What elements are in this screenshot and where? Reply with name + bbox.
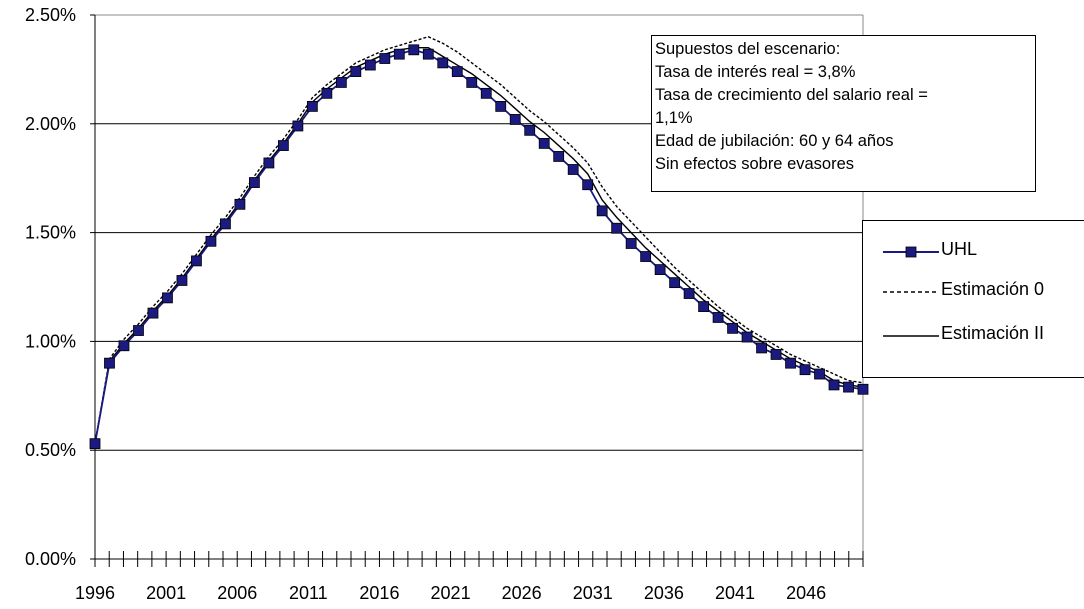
scenario-assumptions-box: Supuestos del escenario: Tasa de interés… xyxy=(651,35,1036,192)
data-point-marker xyxy=(393,48,405,60)
data-point-marker xyxy=(625,238,637,249)
annotation-line: Supuestos del escenario: xyxy=(655,40,841,58)
x-tick-label: 2026 xyxy=(502,583,542,603)
legend-item-uhl: UHL xyxy=(863,236,1084,266)
data-point-marker xyxy=(654,264,666,275)
data-point-marker xyxy=(335,77,347,88)
data-point-marker xyxy=(828,379,840,391)
legend-label: Estimación II xyxy=(941,323,1045,343)
data-point-marker xyxy=(220,218,231,230)
data-point-marker xyxy=(843,381,854,393)
data-point-marker xyxy=(495,100,507,112)
data-point-marker xyxy=(408,44,420,56)
annotation-line: Tasa de interés real = 3,8% xyxy=(655,63,856,81)
data-point-marker xyxy=(364,59,376,71)
data-point-marker xyxy=(509,114,521,125)
x-tick-label: 2041 xyxy=(715,583,755,603)
data-point-marker xyxy=(292,120,304,132)
x-tick-label: 2046 xyxy=(786,583,826,603)
x-tick-label: 2011 xyxy=(289,583,328,603)
data-point-marker xyxy=(321,87,333,99)
data-point-marker xyxy=(712,312,724,323)
legend-label: UHL xyxy=(941,239,978,259)
y-tick-label: 2.50% xyxy=(25,5,76,25)
data-point-marker xyxy=(524,124,536,136)
chart-legend: UHL Estimación 0 Estimación II xyxy=(862,220,1084,378)
data-point-marker xyxy=(698,301,710,312)
x-tick-label: 2031 xyxy=(573,583,613,603)
y-tick-label: 0.00% xyxy=(25,549,76,569)
data-point-marker xyxy=(741,331,753,343)
y-tick-label: 1.00% xyxy=(25,331,76,351)
data-point-marker xyxy=(669,277,681,289)
data-point-marker xyxy=(234,198,246,210)
data-point-marker xyxy=(857,383,869,395)
legend-swatch-estimacion-ii xyxy=(883,335,939,337)
annotation-line: 1,1% xyxy=(655,109,693,127)
data-point-marker xyxy=(205,235,217,247)
data-point-marker xyxy=(147,307,159,319)
legend-swatch-uhl xyxy=(883,246,939,258)
x-tick-label: 1996 xyxy=(75,583,115,603)
data-point-marker xyxy=(162,292,173,304)
data-point-marker xyxy=(799,364,811,376)
data-point-marker xyxy=(596,205,608,217)
data-point-marker xyxy=(640,251,652,262)
data-point-marker xyxy=(379,53,391,64)
legend-label: Estimación 0 xyxy=(941,279,1045,299)
annotation-line: Edad de jubilación: 60 y 64 años xyxy=(655,132,894,150)
x-tick-label: 2001 xyxy=(146,583,186,603)
x-tick-label: 2036 xyxy=(644,583,684,603)
data-point-marker xyxy=(582,179,594,191)
data-point-marker xyxy=(350,66,362,77)
x-tick-label: 2006 xyxy=(217,583,257,603)
data-point-marker xyxy=(727,322,738,334)
data-point-marker xyxy=(176,275,188,286)
data-point-marker xyxy=(611,222,623,234)
data-point-marker xyxy=(814,368,825,380)
data-point-marker xyxy=(118,340,130,352)
data-point-marker xyxy=(306,100,318,112)
data-point-marker xyxy=(89,438,101,450)
data-point-marker xyxy=(683,288,695,299)
data-point-marker xyxy=(133,325,144,336)
y-tick-label: 1.50% xyxy=(25,223,76,243)
data-point-marker xyxy=(553,151,565,162)
data-point-marker xyxy=(104,357,115,369)
legend-swatch-estimacion-0 xyxy=(883,291,939,293)
y-tick-label: 0.50% xyxy=(25,440,76,460)
data-point-marker xyxy=(480,87,492,99)
legend-item-estimacion-0: Estimación 0 xyxy=(863,276,1084,306)
data-point-marker xyxy=(437,57,449,69)
annotation-line: Sin efectos sobre evasores xyxy=(655,155,855,173)
data-point-marker xyxy=(248,177,260,188)
x-tick-label: 2021 xyxy=(431,583,471,603)
x-axis-tick-labels: 1996 2001 2006 2011 2016 2021 2026 2031 2036 2041… xyxy=(75,583,826,603)
data-point-marker xyxy=(785,357,796,369)
legend-item-estimacion-ii: Estimación II xyxy=(863,320,1084,350)
y-tick-label: 2.00% xyxy=(25,114,76,134)
data-series xyxy=(89,36,869,450)
y-axis-tick-labels: 0.00% 0.50% 1.00% 1.50% 2.00% 2.50% xyxy=(25,5,76,569)
data-point-marker xyxy=(422,48,434,60)
data-point-marker xyxy=(191,255,202,267)
data-point-marker xyxy=(277,140,289,151)
annotation-line: Tasa de crecimiento del salario real = xyxy=(655,86,928,104)
data-point-marker xyxy=(538,137,550,149)
x-tick-label: 2016 xyxy=(359,583,399,603)
data-point-marker xyxy=(567,164,579,175)
data-point-marker xyxy=(756,342,767,354)
data-point-marker xyxy=(263,157,275,169)
data-point-marker xyxy=(770,349,782,360)
data-point-marker xyxy=(451,66,463,77)
data-point-marker xyxy=(466,77,478,88)
